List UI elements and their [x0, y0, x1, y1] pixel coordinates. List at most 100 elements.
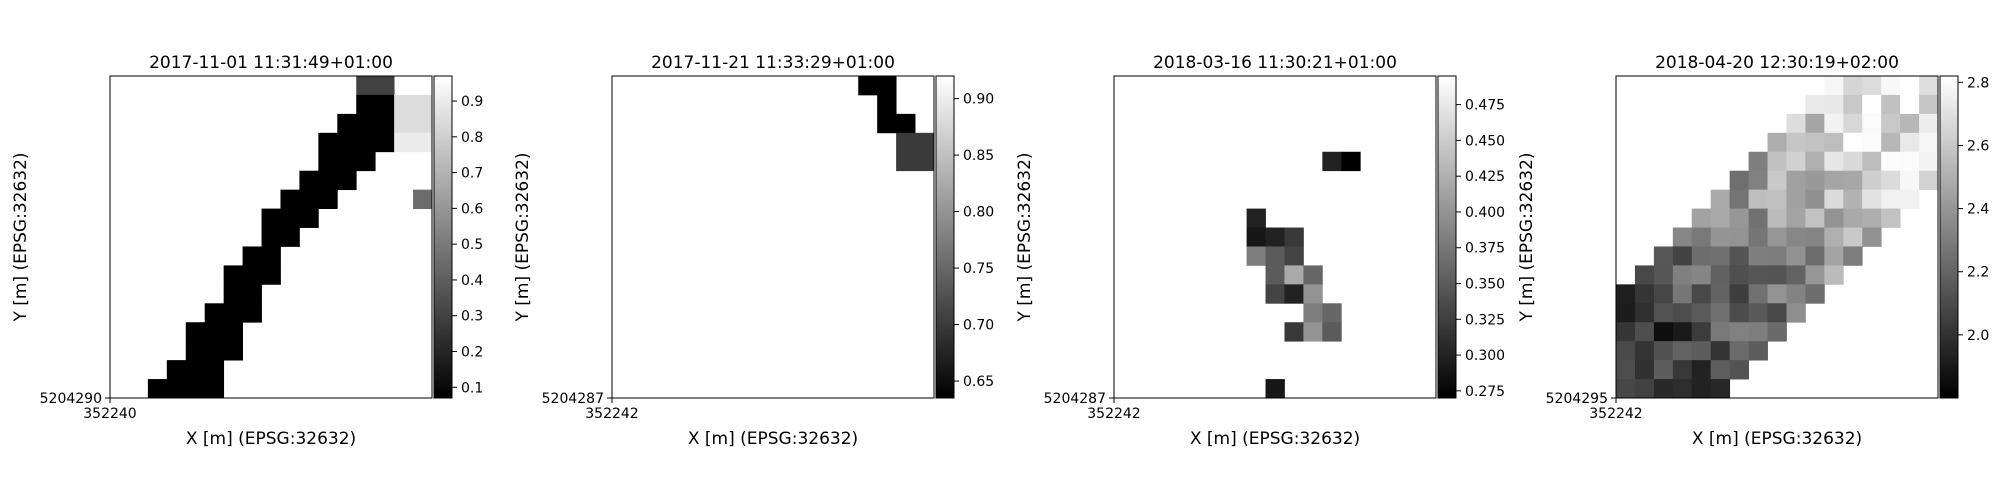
x-axis-label: X [m] (EPSG:32632) [186, 429, 356, 449]
heatmap-cell [1653, 322, 1674, 342]
heatmap-cell [242, 246, 262, 266]
heatmap-cell [223, 284, 243, 304]
colorbar-tick-label: 0.450 [1465, 133, 1505, 149]
heatmap-cell [1246, 246, 1266, 266]
heatmap-cell [1265, 379, 1285, 399]
heatmap-cell [1265, 227, 1285, 247]
heatmap-cell [1862, 170, 1882, 191]
heatmap-cell [1786, 151, 1806, 172]
heatmap-cell [1767, 170, 1787, 191]
heatmap-cell [166, 379, 187, 399]
heatmap-cell [1862, 94, 1882, 115]
heatmap-cell [1748, 303, 1768, 323]
heatmap-cell [1691, 208, 1712, 228]
heatmap-cell [1748, 265, 1768, 285]
heatmap-cells [1246, 151, 1361, 399]
heatmap-cell [1322, 303, 1342, 323]
heatmap-cell [1824, 76, 1844, 96]
heatmap-cell [1729, 360, 1749, 380]
heatmap-cell [1843, 151, 1863, 172]
heatmap-cell [1284, 284, 1304, 304]
heatmap-cell [1843, 246, 1863, 266]
heatmap-cell [1710, 379, 1731, 399]
colorbar-tick-label: 0.2 [461, 344, 483, 360]
heatmap-cell [1653, 379, 1674, 399]
colorbar-tick-label: 2.6 [1967, 138, 1989, 154]
colorbar-tick-label: 0.85 [963, 148, 994, 164]
heatmap-cell [1805, 246, 1825, 266]
heatmap-cell [1900, 189, 1920, 209]
y-tick-label: 5204287 [542, 391, 604, 407]
heatmap-cell [1805, 189, 1825, 209]
heatmap-cell [1824, 189, 1844, 209]
heatmap-cell [356, 113, 376, 134]
heatmap-cell [1710, 303, 1731, 323]
heatmap-cell [204, 379, 225, 399]
heatmap-cell [1824, 132, 1844, 153]
heatmap-cell [280, 189, 300, 209]
heatmap-cell [1748, 341, 1768, 361]
y-axis-label: Y [m] (EPSG:32632) [1517, 152, 1537, 322]
heatmap-cell [877, 94, 897, 115]
heatmap-cell [1691, 265, 1712, 285]
heatmap-cell [413, 189, 433, 209]
heatmap-cell [1691, 322, 1712, 342]
heatmap-cell [318, 189, 338, 209]
heatmap-cell [337, 113, 357, 134]
heatmap-cell [337, 170, 357, 191]
heatmap-cell [1653, 246, 1674, 266]
colorbar-tick-label: 0.300 [1465, 348, 1505, 364]
heatmap-cell [1805, 151, 1825, 172]
heatmap-cell [1691, 341, 1712, 361]
heatmap-cell [1824, 151, 1844, 172]
colorbar-tick-label: 0.325 [1465, 312, 1505, 328]
heatmap-cell [1805, 284, 1825, 304]
heatmap-cell [1805, 170, 1825, 191]
heatmap-cell [1710, 341, 1731, 361]
heatmap-cell [915, 132, 935, 153]
heatmap-cell [280, 208, 300, 228]
x-tick-label: 352240 [83, 406, 136, 422]
heatmap-cell [1284, 322, 1304, 342]
heatmap-cell [1919, 151, 1939, 172]
heatmap-cell [1322, 322, 1342, 342]
heatmap-cell [1653, 341, 1674, 361]
x-tick-label: 352242 [1087, 406, 1140, 422]
heatmap-cell [242, 265, 262, 285]
colorbar-tick-label: 0.3 [461, 309, 483, 325]
heatmap-cell [1710, 189, 1731, 209]
heatmap-cell [1729, 246, 1749, 266]
heatmap-cell [394, 94, 414, 115]
heatmap-cell [1881, 208, 1901, 228]
heatmap-cell [356, 94, 376, 115]
colorbar-tick-label: 0.350 [1465, 277, 1505, 293]
heatmap-cell [1767, 151, 1787, 172]
heatmap-cell [1246, 227, 1266, 247]
heatmap-cell [1824, 246, 1844, 266]
heatmap-cell [858, 76, 878, 96]
heatmap-cell [1881, 76, 1901, 96]
heatmap-cell [1653, 303, 1674, 323]
heatmap-cell [1748, 284, 1768, 304]
heatmap-cell [1634, 303, 1655, 323]
heatmap-cell [1303, 303, 1323, 323]
colorbar-tick-label: 0.75 [963, 261, 994, 277]
heatmap-cell [299, 189, 319, 209]
colorbar-tick-label: 0.65 [963, 374, 994, 390]
colorbar-tick-label: 0.80 [963, 205, 994, 221]
heatmap-cell [1881, 189, 1901, 209]
heatmap-cell [1748, 170, 1768, 191]
heatmap-cell [1786, 208, 1806, 228]
heatmap-cell [375, 76, 395, 96]
heatmap-cell [1786, 189, 1806, 209]
heatmap-cell [1691, 303, 1712, 323]
colorbar [1437, 75, 1457, 399]
colorbar-tick-label: 0.5 [461, 237, 483, 253]
heatmap-cell [1786, 113, 1806, 134]
heatmap-cell [185, 341, 206, 361]
heatmap-cell [413, 94, 433, 115]
heatmap-cell [1805, 113, 1825, 134]
heatmap-cell [1824, 227, 1844, 247]
colorbar-tick-label: 0.8 [461, 130, 483, 146]
